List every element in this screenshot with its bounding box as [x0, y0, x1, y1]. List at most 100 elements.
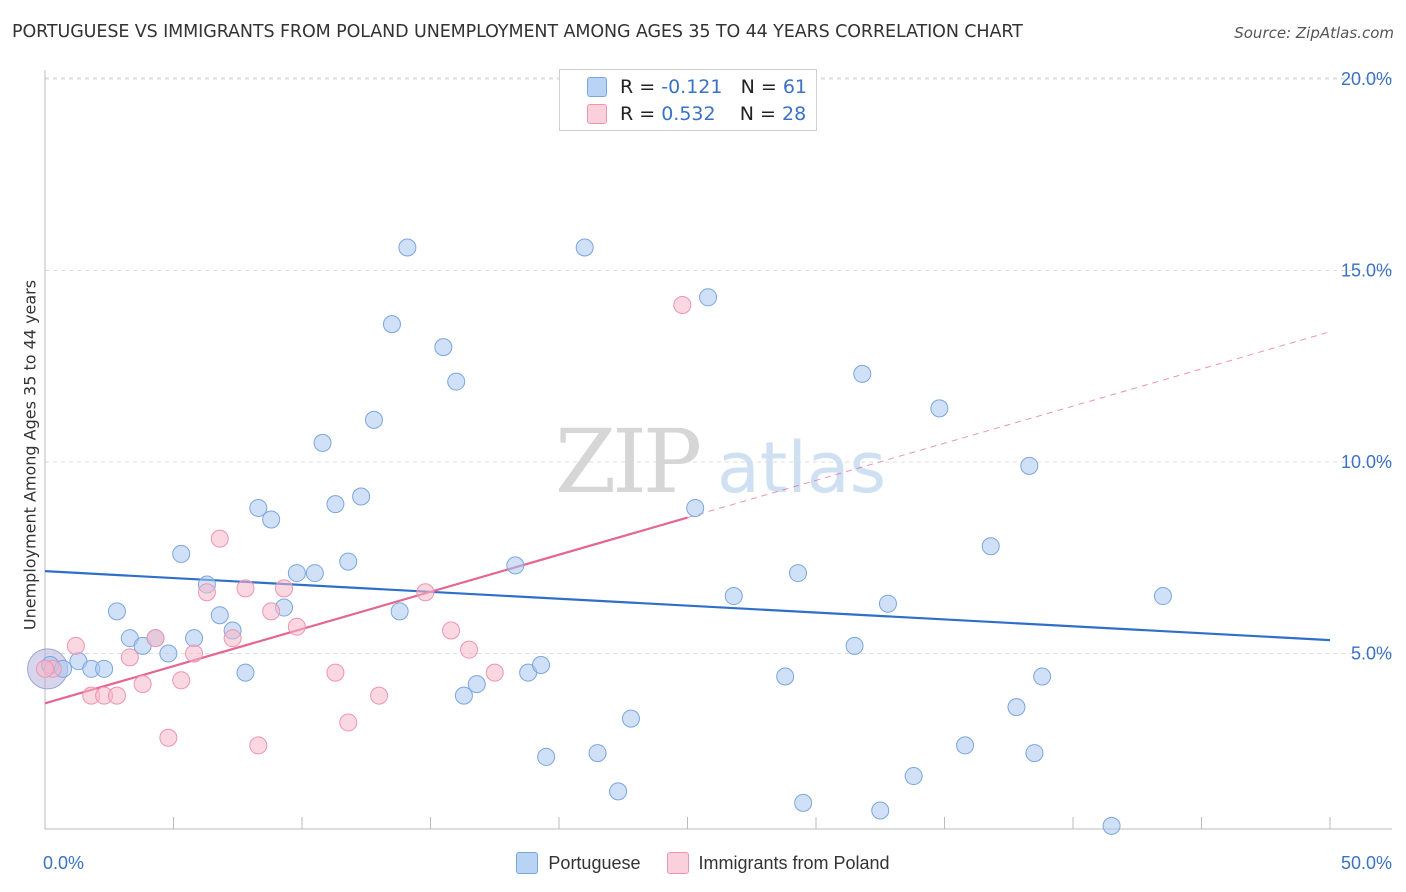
portuguese-points — [27, 238, 1172, 835]
poland-point — [210, 529, 229, 548]
poland-point — [249, 736, 268, 755]
portuguese-r-value: -0.121 — [661, 76, 723, 98]
portuguese-point — [794, 793, 813, 812]
poland-point — [326, 663, 345, 682]
portuguese-point — [95, 659, 114, 678]
portuguese-point — [1033, 667, 1052, 686]
legend-portuguese-label: Portuguese — [548, 852, 641, 873]
portuguese-point — [853, 364, 872, 383]
poland-point — [275, 579, 294, 598]
portuguese-point — [588, 744, 607, 763]
portuguese-point — [305, 564, 324, 583]
stats-portuguese-text: R = -0.121 N = 61 — [620, 76, 807, 98]
portuguese-point — [609, 782, 628, 801]
y-tick-label: 10.0% — [1341, 452, 1392, 472]
portuguese-n-value: 61 — [782, 76, 808, 98]
poland-point — [442, 621, 461, 640]
legend-poland-label: Immigrants from Poland — [698, 852, 890, 873]
poland-point — [262, 602, 281, 621]
portuguese-point — [1025, 744, 1044, 763]
poland-point — [120, 648, 139, 667]
portuguese-point — [339, 552, 358, 571]
portuguese-point — [352, 487, 371, 506]
portuguese-point — [210, 606, 229, 625]
portuguese-point — [621, 709, 640, 728]
portuguese-point — [686, 498, 705, 517]
legend-item-poland: Immigrants from Poland — [666, 852, 890, 874]
portuguese-point — [930, 399, 949, 418]
portuguese-point — [537, 747, 556, 766]
bottom-legend: Portuguese Immigrants from Poland — [0, 852, 1406, 874]
portuguese-point — [789, 564, 808, 583]
watermark: ZIP atlas — [555, 410, 886, 513]
source-label: Source: ZipAtlas.com — [1234, 24, 1394, 42]
poland-r-value: 0.532 — [661, 103, 716, 125]
portuguese-point — [467, 675, 486, 694]
portuguese-point — [1153, 587, 1172, 606]
portuguese-point — [159, 644, 178, 663]
legend-portuguese-swatch — [516, 852, 539, 874]
portuguese-point — [1007, 698, 1026, 717]
portuguese-point — [262, 510, 281, 529]
x-tick-label: 50.0% — [1341, 853, 1392, 873]
poland-n-value: 28 — [782, 103, 807, 125]
n-label: N = — [740, 76, 777, 98]
poland-point — [146, 629, 165, 648]
portuguese-point — [1102, 816, 1121, 835]
portuguese-point — [506, 556, 525, 575]
portuguese-point — [287, 564, 306, 583]
portuguese-point — [398, 238, 417, 257]
portuguese-point — [904, 767, 923, 786]
portuguese-point — [532, 655, 551, 674]
portuguese-point — [364, 410, 383, 429]
portuguese-point — [981, 537, 1000, 556]
legend-poland-swatch — [666, 852, 689, 874]
poland-point — [223, 629, 242, 648]
stats-poland-text: R = 0.532 N = 28 — [620, 103, 806, 125]
poland-point — [66, 636, 85, 655]
portuguese-point — [172, 544, 191, 563]
poland-point — [673, 295, 692, 314]
poland-point — [172, 671, 191, 690]
poland-point — [416, 583, 435, 602]
portuguese-point — [871, 801, 890, 820]
portuguese-point — [699, 288, 718, 307]
trend-lines — [44, 331, 1331, 705]
portuguese-point — [878, 594, 897, 613]
portuguese-point — [1020, 456, 1039, 475]
poland-point — [460, 640, 479, 659]
poland-trend-line — [44, 516, 688, 705]
portuguese-point — [724, 587, 743, 606]
poland-point — [339, 713, 358, 732]
portuguese-point — [236, 663, 255, 682]
poland-point — [485, 663, 504, 682]
y-tick-label: 20.0% — [1341, 69, 1392, 89]
x-tick-label: 0.0% — [43, 853, 84, 873]
poland-point — [107, 686, 126, 705]
portuguese-point — [454, 686, 473, 705]
portuguese-point — [185, 629, 204, 648]
portuguese-point — [776, 667, 795, 686]
n-label: N = — [739, 103, 776, 125]
legend-item-portuguese: Portuguese — [516, 852, 641, 874]
y-tick-label: 15.0% — [1341, 261, 1392, 281]
r-label: R = — [620, 103, 656, 125]
gridlines — [45, 77, 1392, 654]
poland-trend-line-projection — [687, 331, 1331, 519]
portuguese-point — [313, 433, 332, 452]
poland-point — [197, 583, 216, 602]
tick-labels: 5.0% 10.0% 15.0% 20.0% 0.0% 50.0% — [43, 69, 1392, 873]
portuguese-point — [956, 736, 975, 755]
poland-point — [236, 579, 255, 598]
portuguese-point — [382, 315, 401, 334]
poland-point — [159, 728, 178, 747]
poland-point — [36, 659, 54, 678]
portuguese-trend-line — [44, 570, 1331, 642]
poland-swatch — [587, 104, 607, 124]
portuguese-point — [390, 602, 409, 621]
portuguese-point — [575, 238, 594, 257]
portuguese-point — [447, 372, 466, 391]
poland-point — [287, 617, 306, 636]
portuguese-point — [249, 498, 268, 517]
